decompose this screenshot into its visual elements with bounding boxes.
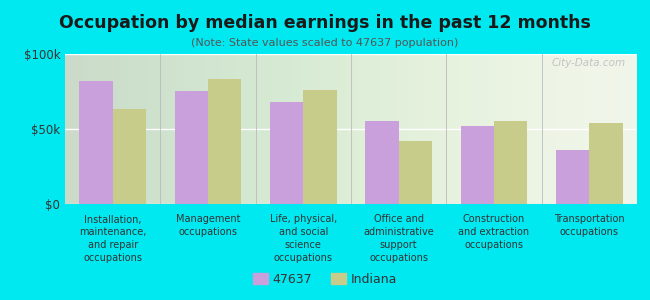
Text: Construction
and extraction
occupations: Construction and extraction occupations bbox=[458, 214, 530, 250]
Text: City-Data.com: City-Data.com bbox=[551, 58, 625, 68]
Text: Management
occupations: Management occupations bbox=[176, 214, 240, 237]
Text: (Note: State values scaled to 47637 population): (Note: State values scaled to 47637 popu… bbox=[191, 38, 459, 47]
Bar bbox=[270, 102, 304, 204]
Text: Office and
administrative
support
occupations: Office and administrative support occupa… bbox=[363, 214, 434, 263]
Bar bbox=[590, 123, 623, 204]
Bar bbox=[365, 122, 398, 204]
Bar bbox=[556, 150, 590, 204]
Bar bbox=[398, 141, 432, 204]
Text: Transportation
occupations: Transportation occupations bbox=[554, 214, 625, 237]
Text: Life, physical,
and social
science
occupations: Life, physical, and social science occup… bbox=[270, 214, 337, 263]
Bar bbox=[208, 80, 241, 204]
Text: Installation,
maintenance,
and repair
occupations: Installation, maintenance, and repair oc… bbox=[79, 214, 146, 263]
Bar bbox=[175, 92, 208, 204]
Legend: 47637, Indiana: 47637, Indiana bbox=[248, 268, 402, 291]
Bar bbox=[112, 110, 146, 204]
Text: Occupation by median earnings in the past 12 months: Occupation by median earnings in the pas… bbox=[59, 14, 591, 32]
Bar bbox=[461, 126, 494, 204]
Bar bbox=[79, 81, 112, 204]
Bar bbox=[304, 90, 337, 204]
Bar bbox=[494, 122, 527, 204]
